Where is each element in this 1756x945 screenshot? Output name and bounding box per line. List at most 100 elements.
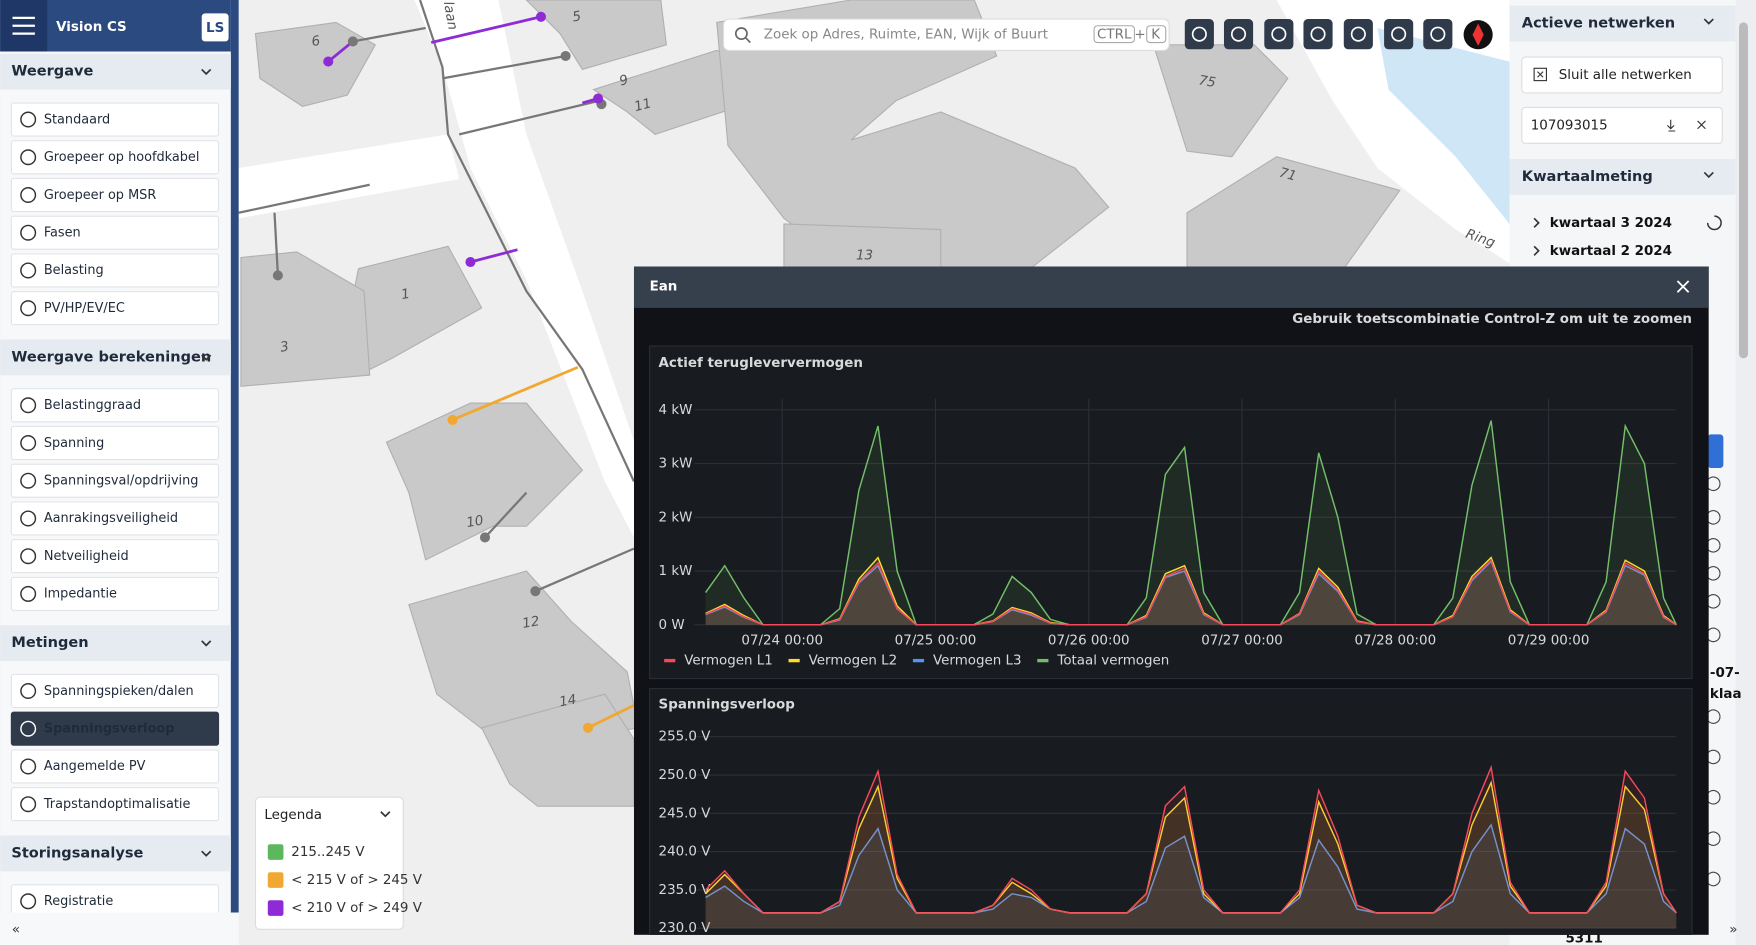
section-header[interactable] bbox=[0, 339, 231, 376]
radio bbox=[20, 472, 37, 489]
radio bbox=[20, 548, 37, 565]
quarter-item[interactable]: kwartaal 2 2024 bbox=[1550, 244, 1672, 259]
x-tick-label: 07/28 00:00 bbox=[1354, 633, 1436, 648]
menu-item[interactable] bbox=[10, 749, 220, 784]
radio bbox=[20, 434, 37, 452]
shortcut-key: K bbox=[1151, 28, 1161, 43]
item-label: Fasen bbox=[44, 226, 81, 241]
map-label: 14 bbox=[558, 693, 577, 711]
chevron bbox=[201, 850, 212, 857]
map-label: 1 bbox=[400, 287, 411, 303]
series-area bbox=[705, 561, 1677, 625]
y-tick-label: 255.0 V bbox=[659, 730, 712, 745]
menu-item[interactable] bbox=[10, 501, 220, 536]
y-tick-label: 3 kW bbox=[659, 457, 693, 472]
tool-button[interactable] bbox=[1423, 19, 1453, 50]
section-header[interactable] bbox=[0, 625, 231, 662]
section-header[interactable] bbox=[0, 835, 231, 872]
item-label: Spanning bbox=[44, 436, 104, 451]
menu-item[interactable] bbox=[10, 539, 220, 574]
menu-item[interactable] bbox=[10, 463, 220, 498]
map-legend: Legenda 215..245 V < 215 V of > 245 V < 210… bbox=[254, 796, 423, 930]
menu-item[interactable] bbox=[10, 388, 220, 423]
y-tick-label: 4 kW bbox=[659, 403, 693, 418]
menu-item[interactable] bbox=[10, 102, 220, 137]
sidebar: Vision CS LS Weergave Standaard Groepeer op … bbox=[0, 0, 239, 945]
close-button[interactable] bbox=[1676, 280, 1690, 293]
section-title: Metingen bbox=[11, 634, 88, 651]
legend-label: Vermogen L1 bbox=[684, 654, 773, 669]
tool-icon bbox=[1391, 26, 1407, 42]
menu-item[interactable] bbox=[10, 177, 220, 213]
menu-item[interactable] bbox=[10, 425, 220, 461]
modal: Gebruik toetscombinatie Control-Z om uit… bbox=[633, 266, 1709, 936]
menu-item[interactable] bbox=[10, 787, 220, 822]
panel-title: Actieve netwerken bbox=[1522, 15, 1675, 32]
menu-item[interactable] bbox=[10, 291, 220, 326]
user-badge: LS bbox=[206, 21, 224, 36]
legend-label: 215..245 V bbox=[291, 845, 365, 860]
y-tick-label: 240.0 V bbox=[659, 845, 712, 860]
chart-title: Actief terugleververmogen bbox=[659, 356, 863, 371]
menu-item[interactable] bbox=[10, 215, 220, 250]
map-label: 12 bbox=[521, 614, 540, 632]
legend-label: Vermogen L3 bbox=[933, 654, 1022, 669]
menu-item[interactable] bbox=[10, 140, 220, 175]
x-tick-label: 07/29 00:00 bbox=[1508, 633, 1590, 648]
selected-item[interactable] bbox=[10, 711, 220, 746]
tool-button[interactable] bbox=[1184, 19, 1214, 50]
legend-swatch bbox=[267, 844, 284, 860]
map-label: 6 bbox=[311, 34, 322, 50]
menu-item[interactable] bbox=[10, 253, 220, 288]
tool-button[interactable] bbox=[1384, 19, 1414, 50]
close-all-button[interactable] bbox=[1521, 56, 1723, 94]
radio bbox=[20, 682, 37, 700]
section-title: Weergave berekeningen bbox=[11, 348, 211, 365]
legend-swatch bbox=[267, 900, 284, 916]
tool-button[interactable] bbox=[1303, 19, 1333, 50]
tool-button[interactable] bbox=[1223, 19, 1254, 50]
item-label: Standaard bbox=[44, 112, 110, 127]
series-area bbox=[705, 782, 1677, 929]
modal-title: Ean bbox=[650, 280, 678, 295]
quarter-item[interactable]: kwartaal 3 2024 bbox=[1550, 216, 1672, 231]
radio bbox=[20, 111, 37, 128]
item-label: Belastinggraad bbox=[44, 398, 141, 413]
radio bbox=[20, 720, 37, 737]
tool-button[interactable] bbox=[1343, 19, 1373, 50]
tool-icon bbox=[1430, 26, 1446, 42]
menu-item[interactable] bbox=[10, 576, 220, 612]
item-label: Spanningsverloop bbox=[44, 722, 175, 737]
radio bbox=[20, 262, 37, 279]
toolbar bbox=[722, 18, 1170, 51]
item-label: Spanningsval/opdrijving bbox=[44, 474, 199, 489]
spinner bbox=[1706, 215, 1722, 231]
expand-button[interactable]: » bbox=[1729, 922, 1737, 937]
series-area bbox=[705, 560, 1677, 625]
map-label: 75 bbox=[1197, 73, 1216, 91]
menu-item[interactable] bbox=[10, 673, 220, 709]
y-tick-label: 230.0 V bbox=[659, 921, 712, 936]
item-label: Groepeer op hoofdkabel bbox=[44, 150, 200, 165]
y-tick-label: 245.0 V bbox=[659, 806, 712, 821]
section-header[interactable] bbox=[0, 53, 231, 90]
collapse-bg bbox=[0, 912, 239, 945]
app-title: Vision CS bbox=[56, 20, 127, 35]
item-label: Aanrakingsveiligheid bbox=[44, 511, 178, 526]
tool-button[interactable] bbox=[1264, 19, 1294, 50]
collapse-button[interactable]: « bbox=[12, 922, 20, 937]
item-label: Belasting bbox=[44, 263, 104, 278]
radio bbox=[20, 186, 37, 203]
legend-title: Legenda bbox=[264, 808, 322, 823]
map-label: 11 bbox=[633, 96, 653, 115]
search-placeholder: Zoek op Adres, Ruimte, EAN, Wijk of Buur… bbox=[764, 28, 1048, 43]
tool-icon bbox=[1310, 26, 1326, 42]
search-box[interactable] bbox=[722, 18, 1170, 51]
series-line bbox=[704, 420, 1677, 626]
chevron bbox=[201, 68, 212, 76]
text-fragment: klaa bbox=[1710, 687, 1742, 702]
series-line bbox=[705, 780, 1677, 914]
series-area bbox=[705, 824, 1677, 929]
item-label: Groepeer op MSR bbox=[44, 188, 156, 203]
